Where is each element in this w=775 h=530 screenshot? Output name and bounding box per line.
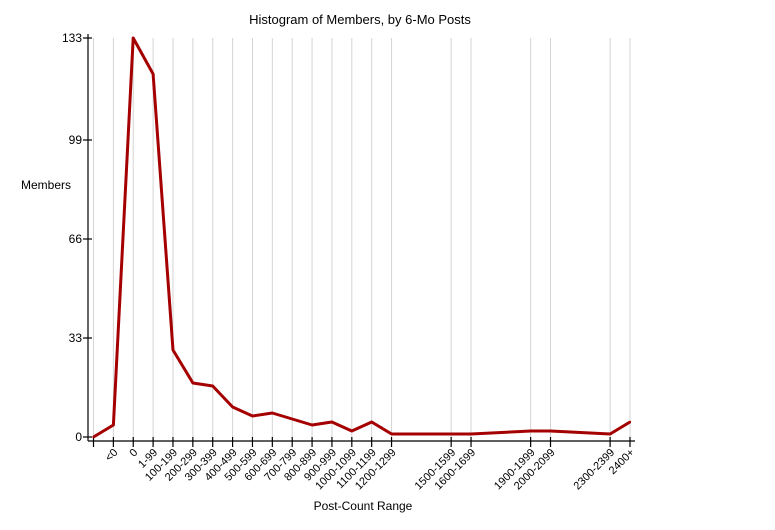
- x-tick-label: <0: [103, 447, 120, 464]
- data-point: [390, 432, 393, 436]
- y-tick-labels: 0 33 66 99 133: [62, 31, 82, 444]
- data-point: [211, 384, 214, 388]
- data-point: [628, 420, 632, 424]
- y-tick-label: 133: [62, 31, 82, 45]
- data-point: [132, 36, 135, 40]
- data-point: [251, 414, 254, 418]
- y-tick-label: 33: [69, 331, 83, 345]
- series: [92, 36, 632, 439]
- series-line: [92, 36, 631, 439]
- data-point: [608, 432, 612, 436]
- data-point: [171, 348, 175, 352]
- data-point: [271, 411, 274, 415]
- x-axis-label: Post-Count Range: [314, 499, 413, 513]
- data-point: [469, 432, 473, 436]
- data-point: [231, 405, 234, 409]
- y-tick-label: 0: [75, 430, 82, 444]
- data-point: [151, 72, 155, 76]
- y-axis-label: Members: [21, 178, 71, 192]
- x-tick-labels: <0 01-99100-199200-299300-399400-499500-5…: [103, 447, 637, 493]
- data-point: [350, 429, 354, 433]
- axes: [83, 34, 635, 447]
- data-point: [370, 420, 373, 424]
- data-point: [92, 435, 95, 439]
- chart-title: Histogram of Members, by 6-Mo Posts: [249, 12, 471, 27]
- data-point: [449, 432, 453, 436]
- data-point: [310, 423, 314, 427]
- y-tick-label: 99: [69, 133, 83, 147]
- data-point: [191, 381, 195, 385]
- data-point: [529, 429, 532, 433]
- data-point: [549, 429, 552, 433]
- y-tick-label: 66: [69, 232, 83, 246]
- data-point: [112, 423, 115, 427]
- x-tick-label: 0: [128, 447, 141, 460]
- data-point: [291, 417, 294, 421]
- data-point: [330, 420, 334, 424]
- gridlines: [93, 38, 631, 441]
